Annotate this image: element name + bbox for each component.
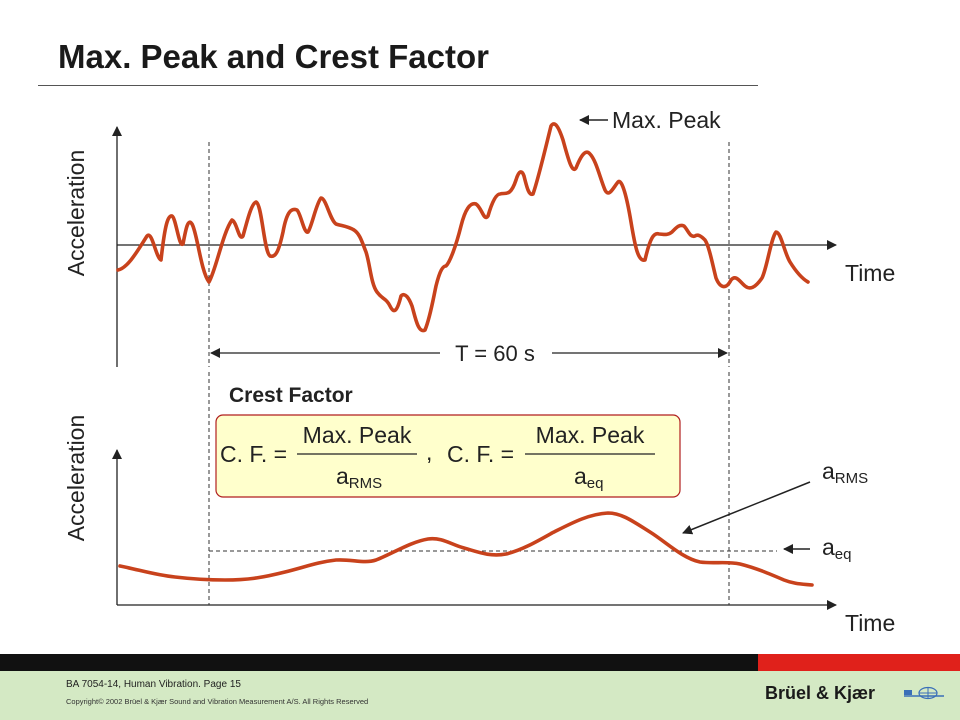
formula-separator: , [426,439,432,465]
arms-pointer-arrow [682,481,811,535]
rms-curve [118,511,814,587]
brand-wordmark: Brüel & Kjær [765,683,876,703]
footer-reference: BA 7054-14, Human Vibration. Page 15 [66,679,241,690]
footer-dark-band [0,654,960,671]
diagram-canvas: Acceleration Time Max. Peak T = 60 s Cre… [63,107,895,636]
max-peak-label: Max. Peak [612,107,721,133]
top-chart: Acceleration Time Max. Peak T = 60 s [63,107,895,367]
top-x-axis-label: Time [845,260,895,286]
bottom-chart: Acceleration Time aRMS aeq [63,372,895,636]
formula-panel [215,414,681,498]
footer-copyright: Copyright© 2002 Brüel & Kjær Sound and V… [66,697,369,706]
crest-factor-box: Crest Factor C. F. = Max. Peak aRMS , C.… [215,384,681,498]
bottom-y-axis-label: Acceleration [63,415,89,542]
formula-rms-numerator: Max. Peak [303,422,412,448]
bottom-x-axis-label: Time [845,610,895,636]
vibration-signal [116,122,810,333]
formula-rms: C. F. = Max. Peak aRMS [220,422,417,492]
title-divider [38,85,758,86]
slide-title: Max. Peak and Crest Factor [58,38,489,75]
brand-logo-icon [904,686,944,700]
formula-rms-lhs: C. F. = [220,441,287,467]
formula-eq-numerator: Max. Peak [536,422,645,448]
duration-label: T = 60 s [455,341,535,366]
aeq-label: aeq [822,534,851,563]
arms-label: aRMS [822,458,868,487]
footer-red-band [758,654,960,671]
footer-panel [0,671,960,720]
formula-eq: C. F. = Max. Peak aeq [447,422,655,492]
top-y-axis-label: Acceleration [63,150,89,277]
formula-rms-denominator: aRMS [336,463,382,492]
formula-eq-lhs: C. F. = [447,441,514,467]
crest-factor-heading: Crest Factor [229,384,353,407]
formula-eq-denominator: aeq [574,463,603,492]
